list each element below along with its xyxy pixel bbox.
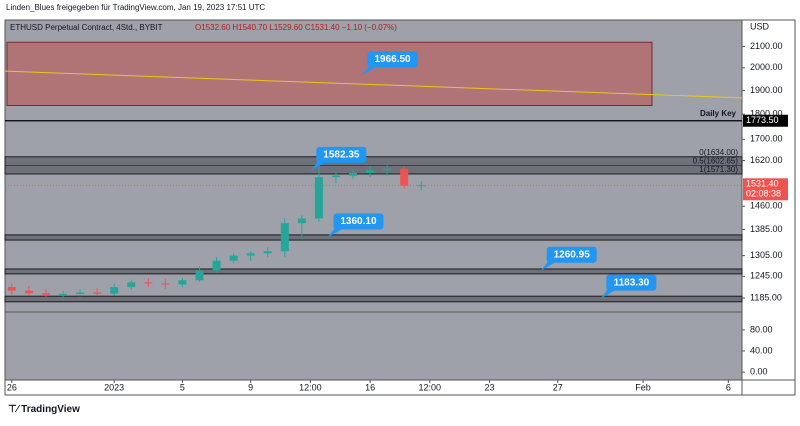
y-tick-label: 1620.00 [750,155,783,165]
y-tick-label: 1800.00 [750,109,783,119]
callout-label: 1582.35 [323,150,360,161]
candle-body [59,293,68,295]
ohlc: O1532.60 H1540.70 L1529.60 C1531.40 −1.1… [195,23,397,32]
y-tick-label: 1900.00 [750,85,783,95]
callout-box [367,51,418,68]
candle-body [212,260,221,271]
candle-body [229,255,238,261]
y-tick-label: 1185.00 [750,292,782,302]
callout-label: 1360.10 [340,216,377,227]
candle-body [76,292,85,294]
x-tick-label: 26 [7,382,17,392]
candle-body [366,170,375,173]
candle-body [417,185,426,187]
x-tick-label: 12:00 [419,382,442,392]
key-name: Daily Key [700,109,737,118]
x-tick-label: 16 [365,382,375,392]
y-tick-label: 1700.00 [750,134,783,144]
fib-label: 0.5(1602.65) [693,156,739,165]
x-tick-label: 5 [180,382,185,392]
candle-body [297,218,306,224]
x-tick-label: 9 [248,382,253,392]
symbol: ETHUSD Perpetual Contract, 4Std., BYBIT [10,23,163,32]
candle-body [110,287,119,294]
moving-average [4,70,743,99]
callout-pointer [540,260,555,271]
brand-name: TradingView [21,404,80,415]
zone [4,234,743,241]
callout-box [316,146,367,163]
x-tick-label: 12:00 [299,382,322,392]
x-tick-label: 2023 [104,382,124,392]
zone [4,268,743,275]
callout-box [606,274,657,291]
callout-pointer [600,288,615,299]
callout-pointer [361,65,376,76]
brand: ⊤⁄ TradingView [8,404,80,415]
frame [4,19,796,396]
fib-label: 1(1571.30) [699,165,738,174]
candle-body [246,253,255,256]
candle-body [400,168,409,186]
y-tick-label: 2000.00 [750,62,783,72]
callout-label: 1966.50 [374,54,411,65]
candle-body [314,177,323,219]
y-tick-label: 1460.00 [750,201,783,211]
fib-label: 0(1634.00) [699,148,738,157]
zone [4,295,743,303]
candle-body [178,280,187,285]
key-badge [743,114,788,127]
x-tick-label: 23 [485,382,495,392]
last-price-label: 1531.40 [746,179,779,189]
candle-body [161,283,170,285]
y-tick-label: 1245.00 [750,271,783,281]
candle-body [93,292,102,294]
callout-pointer [327,227,342,238]
callout-label: 1260.95 [554,249,591,260]
candle-body [41,293,50,295]
candle-body [127,282,136,288]
y-tick-label: 40.00 [750,345,773,355]
key-badge-label: 1773.50 [746,115,779,125]
candle-body [349,172,358,176]
x-tick-label: Feb [635,382,651,392]
countdown: 02:08:38 [746,189,781,199]
y-tick-label: 0.00 [750,366,768,376]
y-tick-label: 1385.00 [750,224,783,234]
candle-body [7,287,16,291]
callout-box [333,213,384,230]
y-tick-label: 1305.00 [750,250,783,260]
candle-body [331,175,340,178]
candle-body [24,290,33,294]
y-unit: USD [750,21,770,31]
candle-body [383,168,392,171]
callout-box [546,246,597,263]
candle-body [263,251,272,254]
x-tick-label: 6 [726,382,731,392]
x-tick-label: 27 [553,382,563,392]
candle-body [280,223,289,252]
supply-zone [6,41,653,106]
shared-by: Linden_Blues freigegeben für TradingView… [6,3,265,12]
callout-pointer [310,160,325,171]
candle-body [195,270,204,281]
candle-body [144,282,153,284]
y-tick-label: 2100.00 [750,41,783,51]
y-tick-label: 80.00 [750,324,773,334]
last-price-badge [743,178,788,201]
callout-label: 1183.30 [614,277,650,288]
